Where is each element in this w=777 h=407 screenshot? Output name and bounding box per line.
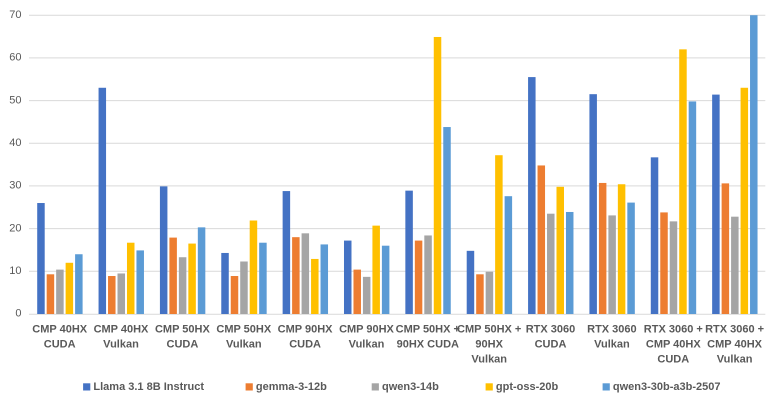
svg-text:CMP 40HX: CMP 40HX bbox=[32, 324, 87, 336]
svg-text:0: 0 bbox=[15, 308, 21, 320]
svg-text:Llama 3.1 8B Instruct: Llama 3.1 8B Instruct bbox=[93, 381, 204, 393]
svg-text:CMP 90HX: CMP 90HX bbox=[339, 324, 394, 336]
svg-text:RTX 3060 +: RTX 3060 + bbox=[705, 324, 764, 336]
svg-text:CMP 50HX: CMP 50HX bbox=[216, 324, 271, 336]
svg-text:Vulkan: Vulkan bbox=[471, 354, 507, 366]
svg-text:qwen3-14b: qwen3-14b bbox=[382, 381, 439, 393]
svg-text:RTX 3060: RTX 3060 bbox=[526, 324, 576, 336]
svg-text:70: 70 bbox=[9, 9, 21, 21]
svg-text:Vulkan: Vulkan bbox=[226, 339, 262, 351]
svg-text:CMP 50HX: CMP 50HX bbox=[155, 324, 210, 336]
svg-text:CMP 40HX: CMP 40HX bbox=[94, 324, 149, 336]
svg-text:gpt-oss-20b: gpt-oss-20b bbox=[496, 381, 559, 393]
svg-text:RTX 3060 +: RTX 3060 + bbox=[644, 324, 703, 336]
svg-text:RTX 3060: RTX 3060 bbox=[587, 324, 637, 336]
svg-text:gemma-3-12b: gemma-3-12b bbox=[256, 381, 327, 393]
svg-text:CMP 40HX: CMP 40HX bbox=[646, 339, 701, 351]
svg-text:CUDA: CUDA bbox=[167, 339, 199, 351]
svg-text:20: 20 bbox=[9, 222, 21, 234]
svg-text:30: 30 bbox=[9, 180, 21, 192]
svg-text:CMP 50HX +: CMP 50HX + bbox=[457, 324, 521, 336]
svg-text:CUDA: CUDA bbox=[289, 339, 321, 351]
svg-text:Vulkan: Vulkan bbox=[103, 339, 139, 351]
svg-text:CMP 90HX: CMP 90HX bbox=[278, 324, 333, 336]
svg-text:50: 50 bbox=[9, 94, 21, 106]
svg-text:Vulkan: Vulkan bbox=[349, 339, 385, 351]
svg-text:CMP 40HX: CMP 40HX bbox=[707, 339, 762, 351]
svg-text:CMP 50HX +: CMP 50HX + bbox=[396, 324, 460, 336]
svg-text:60: 60 bbox=[9, 52, 21, 64]
svg-text:Vulkan: Vulkan bbox=[594, 339, 630, 351]
svg-text:CUDA: CUDA bbox=[657, 354, 689, 366]
svg-text:CUDA: CUDA bbox=[44, 339, 76, 351]
svg-text:40: 40 bbox=[9, 137, 21, 149]
svg-text:10: 10 bbox=[9, 265, 21, 277]
svg-text:qwen3-30b-a3b-2507: qwen3-30b-a3b-2507 bbox=[613, 381, 721, 393]
svg-text:90HX: 90HX bbox=[475, 339, 503, 351]
svg-text:Vulkan: Vulkan bbox=[717, 354, 753, 366]
svg-text:CUDA: CUDA bbox=[535, 339, 567, 351]
svg-text:90HX CUDA: 90HX CUDA bbox=[397, 339, 459, 351]
